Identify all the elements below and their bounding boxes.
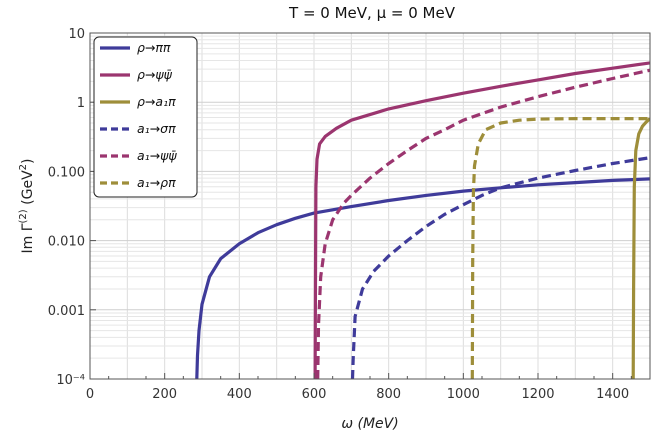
x-tick-label: 800: [376, 387, 401, 402]
x-tick-label: 200: [152, 387, 177, 402]
x-tick-label: 600: [302, 387, 327, 402]
y-tick-label: 0.001: [48, 304, 85, 319]
series-line-3: [631, 117, 650, 379]
x-tick-label: 0: [86, 387, 94, 402]
x-tick-label: 400: [227, 387, 252, 402]
y-tick-label: 0.100: [48, 165, 85, 180]
y-tick-label: 10⁻⁴: [56, 373, 85, 388]
legend-box: [93, 36, 198, 198]
x-axis-label: ω (MeV): [341, 416, 398, 432]
series-lines: [195, 61, 650, 379]
legend-label: ρ→ππ: [137, 40, 171, 55]
legend-label: ρ→ψψ̄: [137, 67, 173, 82]
y-tick-label: 1: [77, 96, 85, 111]
y-tick-label: 10: [68, 27, 85, 42]
series-line-6: [470, 117, 650, 379]
legend-label: a₁→ψψ̄: [137, 148, 177, 163]
x-tick-label: 1400: [596, 387, 629, 402]
legend: ρ→ππ ρ→ψψ̄ ρ→a₁π a₁→σπ a₁→ψψ̄ a₁→ρπ: [93, 36, 198, 198]
x-tick-label: 1200: [521, 387, 554, 402]
series-line-1: [195, 177, 650, 379]
y-tick-label: 0.010: [48, 235, 85, 250]
axis-ticks: 0 200 400 600 800 1000 1200 1400 10⁻⁴ 0.001 0.010 0…: [48, 27, 632, 402]
y-axis-label: Im Γ(2) (GeV2): [18, 159, 36, 254]
series-line-4: [350, 156, 650, 379]
chart-title: T = 0 MeV, μ = 0 MeV: [288, 4, 456, 22]
legend-label: a₁→σπ: [137, 121, 176, 136]
legend-label: ρ→a₁π: [137, 94, 176, 109]
legend-label: a₁→ρπ: [137, 175, 176, 190]
series-line-2: [313, 61, 650, 379]
series-line-5: [316, 68, 650, 379]
x-tick-label: 1000: [447, 387, 480, 402]
